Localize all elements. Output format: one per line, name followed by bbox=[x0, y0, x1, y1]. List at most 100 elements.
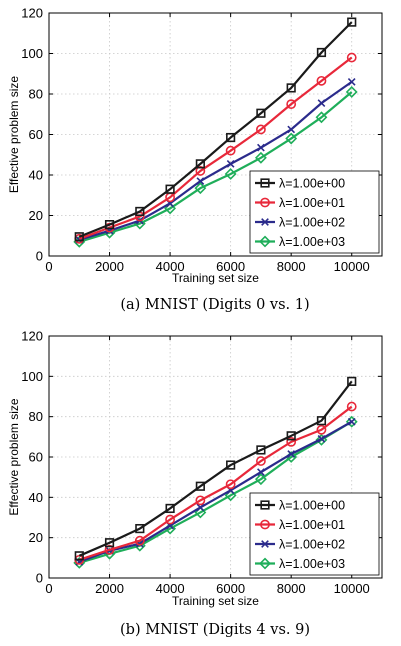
legend-label: λ=1.00e+03 bbox=[279, 557, 345, 571]
data-point-square bbox=[195, 159, 205, 169]
data-point-circle bbox=[104, 544, 115, 555]
data-point-square bbox=[260, 500, 270, 510]
data-point-circle bbox=[134, 535, 145, 546]
data-point-x bbox=[287, 125, 296, 134]
y-tick-label: 0 bbox=[36, 249, 43, 264]
y-tick-label: 60 bbox=[29, 127, 43, 142]
data-point-x bbox=[347, 417, 356, 426]
series-line bbox=[78, 91, 353, 243]
x-tick-label: 2000 bbox=[95, 259, 124, 274]
legend-label: λ=1.00e+00 bbox=[279, 499, 345, 513]
data-point-square bbox=[260, 178, 270, 188]
series-line bbox=[78, 405, 353, 561]
legend-label: λ=1.00e+00 bbox=[279, 177, 345, 191]
series-line bbox=[78, 380, 353, 557]
y-tick-label: 40 bbox=[29, 490, 43, 505]
legend-box bbox=[249, 492, 380, 576]
data-point-diamond bbox=[164, 202, 177, 215]
data-point-x bbox=[257, 143, 265, 152]
data-point-circle bbox=[316, 424, 327, 435]
legend-entry: λ=1.00e+03 bbox=[255, 235, 345, 249]
data-point-square bbox=[226, 460, 236, 470]
data-point-circle bbox=[225, 145, 236, 156]
legend-box bbox=[249, 170, 380, 254]
legend-entry: λ=1.00e+00 bbox=[255, 177, 345, 191]
data-point-x bbox=[347, 77, 356, 86]
data-point-circle bbox=[260, 197, 270, 208]
figure-caption: (b) MNIST (Digits 4 vs. 9) bbox=[120, 622, 310, 638]
y-tick-label: 60 bbox=[29, 450, 43, 465]
data-point-square bbox=[104, 538, 115, 548]
data-point-diamond bbox=[194, 506, 207, 519]
x-tick-label: 2000 bbox=[95, 581, 124, 596]
x-tick-label: 8000 bbox=[277, 581, 306, 596]
data-point-circle bbox=[346, 52, 357, 63]
legend: λ=1.00e+00 λ=1.00e+01 λ=1.00e+02 λ=1.00e+03 bbox=[249, 170, 380, 254]
data-point-square bbox=[226, 132, 236, 143]
data-point-circle bbox=[256, 456, 266, 466]
legend-label: λ=1.00e+02 bbox=[279, 216, 345, 230]
x-axis-label: Training set size bbox=[172, 594, 259, 608]
data-point-square bbox=[74, 232, 84, 242]
x-tick-label: 4000 bbox=[156, 259, 185, 274]
data-point-circle bbox=[286, 436, 297, 447]
x-tick-label: 8000 bbox=[277, 259, 306, 274]
data-point-diamond bbox=[224, 168, 237, 180]
legend-entry: λ=1.00e+03 bbox=[255, 557, 345, 571]
data-point-diamond bbox=[259, 235, 271, 248]
data-point-circle bbox=[225, 479, 236, 490]
data-point-diamond bbox=[254, 151, 267, 164]
data-point-square bbox=[256, 445, 266, 455]
data-point-square bbox=[135, 523, 145, 534]
figure-caption: (a) MNIST (Digits 0 vs. 1) bbox=[120, 297, 309, 313]
data-point-square bbox=[347, 17, 357, 27]
data-point-circle bbox=[316, 75, 327, 86]
series-line bbox=[78, 420, 353, 564]
data-point-square bbox=[256, 108, 266, 118]
data-point-square bbox=[165, 184, 175, 194]
legend-entry: λ=1.00e+02 bbox=[255, 216, 345, 230]
x-tick-label: 0 bbox=[45, 581, 52, 596]
y-tick-label: 20 bbox=[29, 208, 43, 223]
legend-entry: λ=1.00e+01 bbox=[255, 518, 345, 532]
y-tick-label: 80 bbox=[29, 87, 43, 102]
data-point-circle bbox=[195, 495, 206, 506]
data-point-circle bbox=[346, 401, 357, 412]
legend-label: λ=1.00e+01 bbox=[279, 196, 345, 210]
y-tick-label: 40 bbox=[29, 168, 43, 183]
data-point-diamond bbox=[345, 415, 358, 428]
data-point-diamond bbox=[254, 473, 267, 486]
legend-entry: λ=1.00e+01 bbox=[255, 196, 345, 210]
legend-entry: λ=1.00e+00 bbox=[255, 499, 345, 513]
y-tick-label: 120 bbox=[21, 329, 43, 344]
series-line bbox=[78, 420, 353, 563]
y-tick-label: 0 bbox=[36, 571, 43, 586]
data-point-diamond bbox=[224, 489, 237, 502]
series-line bbox=[78, 56, 353, 240]
y-tick-label: 120 bbox=[21, 6, 43, 21]
y-axis-label: Effective problem size bbox=[7, 76, 21, 193]
data-point-x bbox=[226, 159, 235, 168]
data-point-circle bbox=[195, 166, 206, 176]
x-tick-label: 10000 bbox=[334, 259, 370, 274]
series-line bbox=[78, 80, 353, 241]
x-tick-label: 10000 bbox=[334, 581, 370, 596]
x-tick-label: 6000 bbox=[216, 259, 245, 274]
data-point-square bbox=[316, 416, 327, 426]
legend-entry: λ=1.00e+02 bbox=[255, 538, 345, 552]
data-point-diamond bbox=[285, 132, 298, 145]
legend-label: λ=1.00e+02 bbox=[279, 538, 345, 552]
y-tick-label: 100 bbox=[21, 369, 43, 384]
data-point-circle bbox=[286, 99, 297, 110]
data-point-square bbox=[135, 206, 145, 217]
chart-panel-1: 0 2000 4000 6000 8000 10000 0 20 40 60 80 100 120 Tra… bbox=[7, 6, 383, 313]
data-point-square bbox=[316, 47, 327, 58]
data-point-x bbox=[261, 218, 269, 226]
data-point-square bbox=[286, 83, 296, 93]
x-tick-label: 6000 bbox=[216, 581, 245, 596]
series-1 bbox=[74, 376, 357, 561]
chart-panel-2: 0 2000 4000 6000 8000 10000 0 20 40 60 80 100 120 Tra… bbox=[7, 329, 383, 638]
data-point-x bbox=[287, 450, 296, 458]
data-point-x bbox=[317, 99, 326, 107]
